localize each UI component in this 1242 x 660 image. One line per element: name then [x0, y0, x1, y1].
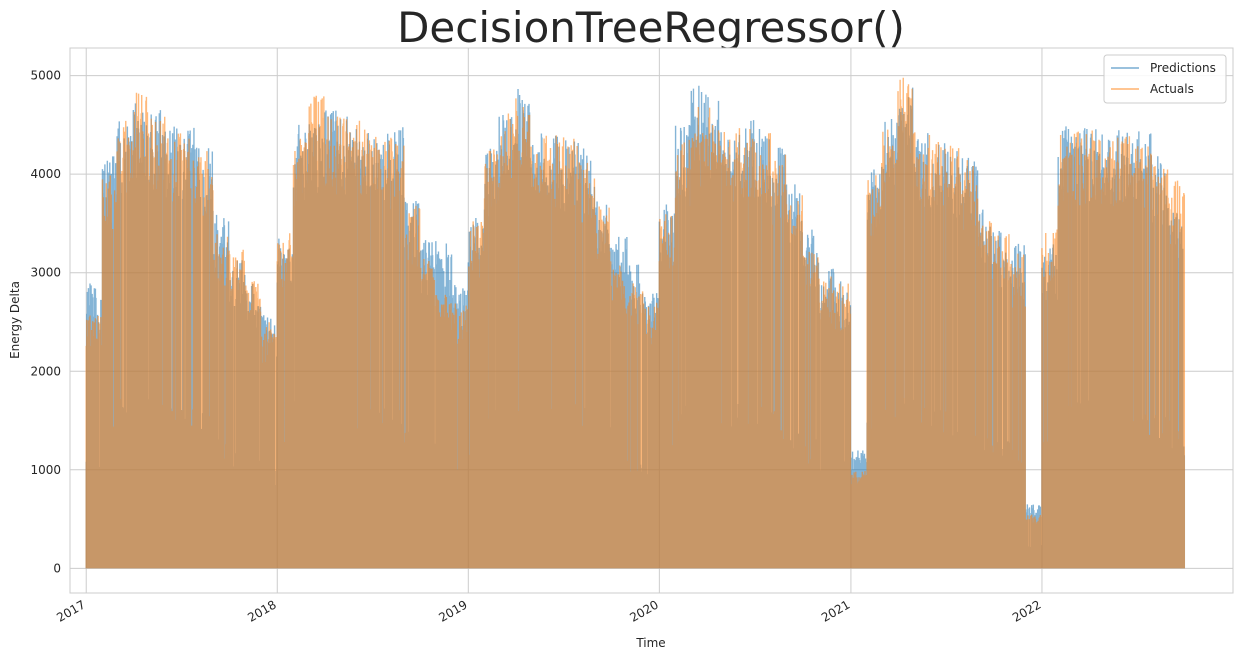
legend-box [1103, 54, 1227, 104]
chart-title: DecisionTreeRegressor() [397, 3, 905, 52]
x-tick-label: 2021 [819, 597, 852, 624]
legend-label-actuals: Actuals [1150, 82, 1194, 96]
legend-label-predictions: Predictions [1150, 61, 1216, 75]
y-tick-label: 2000 [30, 364, 61, 378]
y-axis-label: Energy Delta [8, 281, 22, 359]
x-tick-label: 2022 [1010, 597, 1043, 624]
x-tick-label: 2018 [245, 597, 278, 624]
legend: Predictions Actuals [1103, 54, 1227, 104]
y-tick-label: 5000 [30, 69, 61, 83]
y-tick-label: 1000 [30, 463, 61, 477]
series-line-actuals [85, 77, 1186, 569]
x-tick-label: 2020 [627, 597, 660, 624]
y-tick-label: 0 [53, 561, 61, 575]
series-area [85, 77, 1186, 569]
x-axis-label: Time [635, 636, 665, 650]
x-axis-ticks: 2017 2018 2019 2020 2021 2022 [54, 597, 1043, 624]
y-tick-label: 4000 [30, 167, 61, 181]
x-tick-label: 2017 [54, 597, 87, 624]
y-axis-ticks: 0 1000 2000 3000 4000 5000 [30, 69, 61, 576]
y-tick-label: 3000 [30, 266, 61, 280]
x-tick-label: 2019 [436, 597, 469, 624]
